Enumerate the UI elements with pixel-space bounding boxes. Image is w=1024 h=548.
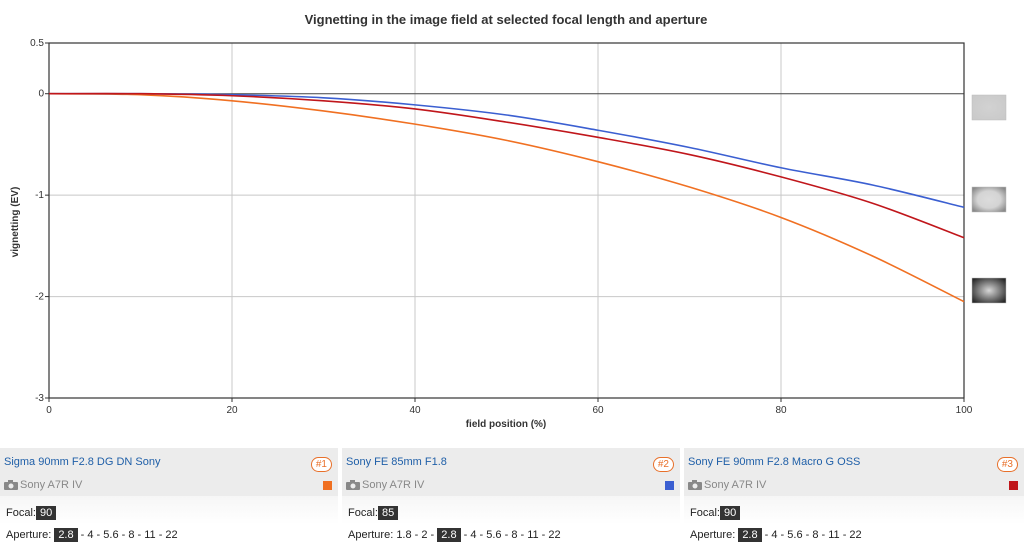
focal-row: Focal: 85	[348, 506, 399, 520]
lens-header: Sony FE 85mm F1.8 #2 Sony A7R IV	[342, 448, 680, 496]
series-lines	[48, 92, 965, 303]
focal-row: Focal: 90	[6, 506, 57, 520]
lens-header: Sigma 90mm F2.8 DG DN Sony #1 Sony A7R I…	[0, 448, 338, 496]
x-tick-label: 0	[46, 405, 52, 416]
aperture-row: Aperture: 2.8 - 4 - 5.6 - 8 - 11 - 22	[6, 528, 178, 542]
axes: 0 20 40 60 80 100 0.5 0 -1 -2 -3	[30, 38, 973, 416]
camera-icon	[688, 480, 702, 490]
aperture-row: Aperture: 2.8 - 4 - 5.6 - 8 - 11 - 22	[690, 528, 862, 542]
aperture-label: Aperture:	[6, 529, 52, 541]
lens-panel-3: Sony FE 90mm F2.8 Macro G OSS #3 Sony A7…	[684, 448, 1024, 548]
chart-title: Vignetting in the image field at selecte…	[305, 12, 708, 27]
series-color-swatch	[323, 481, 332, 490]
series-line-1	[48, 92, 965, 303]
lens-name-link[interactable]: Sony FE 90mm F2.8 Macro G OSS	[688, 456, 861, 468]
camera-icon	[346, 480, 360, 490]
camera-name: Sony A7R IV	[704, 479, 767, 491]
lens-name-link[interactable]: Sigma 90mm F2.8 DG DN Sony	[4, 456, 161, 468]
y-tick-label: 0	[38, 89, 44, 100]
focal-value[interactable]: 85	[377, 506, 399, 520]
series-color-swatch	[1009, 481, 1018, 490]
x-axis-label: field position (%)	[466, 419, 547, 430]
y-tick-label: 0.5	[30, 38, 44, 49]
aperture-label: Aperture:	[690, 529, 736, 541]
grid-lines	[49, 43, 964, 398]
series-line-3	[48, 92, 965, 239]
x-tick-label: 20	[226, 405, 238, 416]
camera-label: Sony A7R IV	[688, 479, 766, 491]
focal-label: Focal:	[348, 507, 378, 519]
focal-value[interactable]: 90	[35, 506, 57, 520]
plot-frame	[48, 42, 965, 399]
lens-header: Sony FE 90mm F2.8 Macro G OSS #3 Sony A7…	[684, 448, 1024, 496]
x-tick-label: 80	[775, 405, 787, 416]
vignetting-previews	[971, 94, 1007, 304]
lens-badge[interactable]: #3	[996, 457, 1018, 472]
vignetting-preview-none-icon	[971, 94, 1007, 121]
aperture-options-before[interactable]: 1.8 - 2 -	[396, 529, 438, 541]
vignetting-preview-light-icon	[971, 186, 1007, 213]
camera-icon	[4, 480, 18, 490]
vignetting-chart: Vignetting in the image field at selecte…	[10, 12, 1007, 430]
focal-label: Focal:	[690, 507, 720, 519]
aperture-selected[interactable]: 2.8	[437, 528, 461, 542]
aperture-selected[interactable]: 2.8	[54, 528, 78, 542]
lens-settings-background	[342, 496, 680, 548]
lens-name-link[interactable]: Sony FE 85mm F1.8	[346, 456, 447, 468]
focal-value[interactable]: 90	[719, 506, 741, 520]
y-tick-label: -1	[35, 190, 44, 201]
series-line-2	[48, 92, 965, 209]
aperture-selected[interactable]: 2.8	[738, 528, 762, 542]
lens-panel-2: Sony FE 85mm F1.8 #2 Sony A7R IV Focal: 8…	[342, 448, 680, 548]
x-tick-label: 40	[409, 405, 421, 416]
focal-label: Focal:	[6, 507, 36, 519]
aperture-options-after[interactable]: - 4 - 5.6 - 8 - 11 - 22	[77, 529, 178, 541]
x-tick-label: 100	[956, 405, 973, 416]
lens-badge[interactable]: #1	[310, 457, 332, 472]
aperture-options-after[interactable]: - 4 - 5.6 - 8 - 11 - 22	[460, 529, 561, 541]
y-tick-label: -3	[35, 393, 44, 404]
aperture-options-after[interactable]: - 4 - 5.6 - 8 - 11 - 22	[761, 529, 862, 541]
aperture-row: Aperture: 1.8 - 2 - 2.8 - 4 - 5.6 - 8 - …	[348, 528, 561, 542]
lens-panel-1: Sigma 90mm F2.8 DG DN Sony #1 Sony A7R I…	[0, 448, 338, 548]
lens-badge[interactable]: #2	[652, 457, 674, 472]
y-axis-label: vignetting (EV)	[10, 187, 21, 258]
x-tick-label: 60	[592, 405, 604, 416]
vignetting-preview-strong-icon	[971, 277, 1007, 304]
camera-name: Sony A7R IV	[20, 479, 83, 491]
series-color-swatch	[665, 481, 674, 490]
camera-label: Sony A7R IV	[4, 479, 82, 491]
camera-label: Sony A7R IV	[346, 479, 424, 491]
aperture-label: Aperture:	[348, 529, 394, 541]
camera-name: Sony A7R IV	[362, 479, 425, 491]
y-tick-label: -2	[35, 292, 44, 303]
focal-row: Focal: 90	[690, 506, 741, 520]
